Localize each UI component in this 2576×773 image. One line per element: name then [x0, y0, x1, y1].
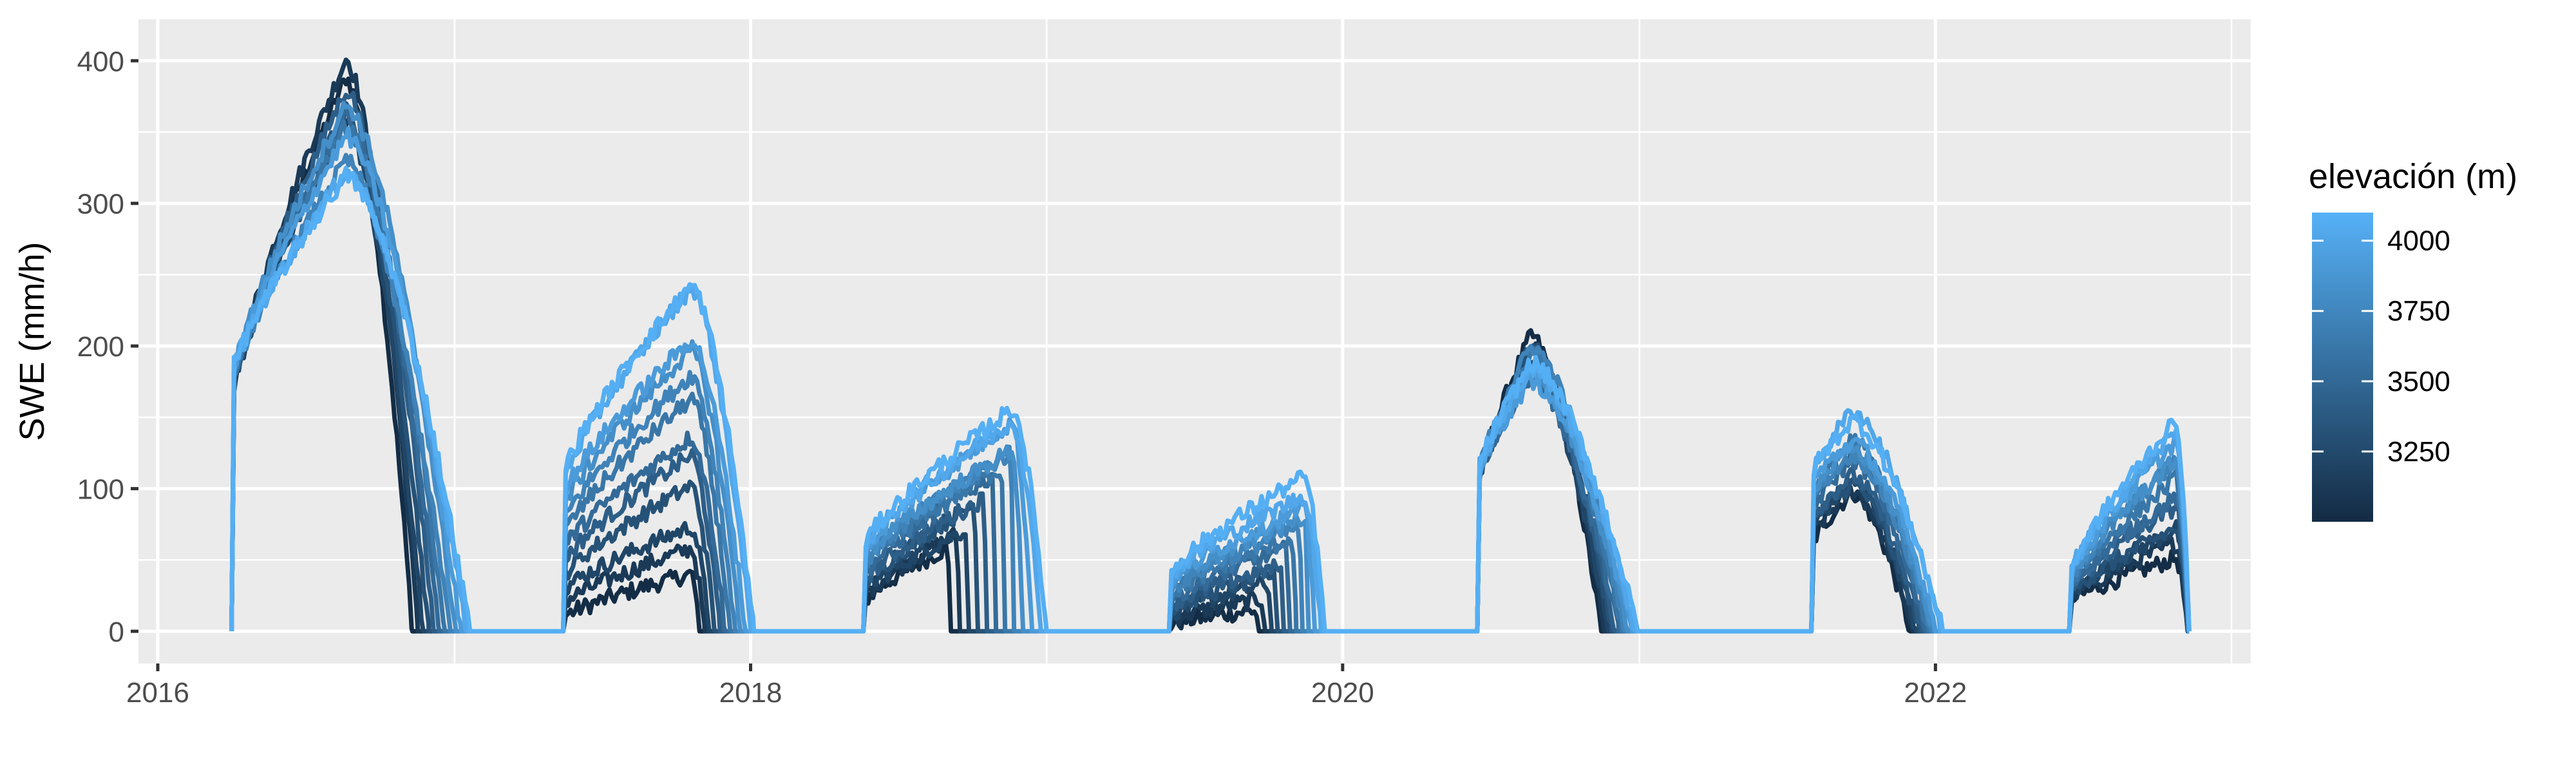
legend-tick-label: 3500	[2387, 366, 2450, 397]
y-tick-label: 200	[77, 331, 124, 363]
y-axis-title: SWE (mm/h)	[13, 242, 52, 441]
y-tick-label: 400	[77, 46, 124, 77]
legend-colorbar	[2312, 213, 2373, 522]
y-tick-label: 0	[109, 616, 124, 648]
legend-title: elevación (m)	[2309, 157, 2517, 196]
legend-tick-label: 4000	[2387, 225, 2450, 257]
legend-tick-label: 3750	[2387, 296, 2450, 327]
x-tick-label: 2020	[1311, 677, 1374, 709]
x-tick-label: 2022	[1904, 677, 1967, 709]
legend: elevación (m) 3250 3500 3750 4000	[2309, 157, 2517, 522]
legend-tick-label: 3250	[2387, 436, 2450, 468]
x-tick-label: 2016	[126, 677, 189, 709]
y-tick-label: 100	[77, 474, 124, 506]
legend-ticks: 3250 3500 3750 4000	[2312, 225, 2450, 468]
x-axis-ticks: 2016 2018 2020 2022	[126, 663, 1967, 709]
y-tick-label: 300	[77, 189, 124, 220]
y-axis-ticks: 0 100 200 300 400	[77, 46, 138, 648]
x-tick-label: 2018	[719, 677, 782, 709]
series-lines	[229, 57, 2192, 634]
series-line-4080	[229, 166, 2192, 634]
